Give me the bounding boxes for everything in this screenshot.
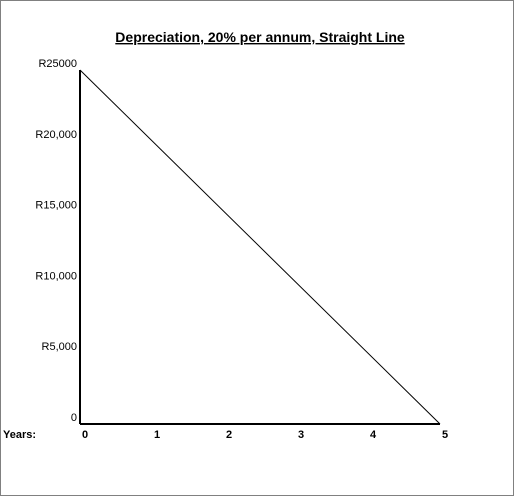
x-tick-label: 3	[298, 429, 304, 441]
y-tick-label: R5,000	[42, 341, 77, 353]
y-tick-label: R25000	[38, 58, 77, 70]
x-tick-label: 5	[442, 429, 448, 441]
chart-title: Depreciation, 20% per annum, Straight Li…	[115, 29, 405, 45]
y-axis-tick-labels: 0 R5,000 R10,000 R15,000 R20,000 R25000	[35, 58, 77, 424]
series-group	[79, 69, 441, 425]
depreciation-line	[79, 69, 441, 425]
y-tick-label: 0	[71, 412, 77, 424]
x-tick-label: 1	[154, 429, 160, 441]
x-tick-label: 0	[82, 429, 88, 441]
y-tick-label: R10,000	[35, 270, 77, 282]
y-tick-label: R15,000	[35, 200, 77, 212]
x-axis-tick-labels: 0 1 2 3 4 5	[82, 429, 448, 441]
x-axis-label: Years:	[3, 429, 36, 441]
x-tick-label: 2	[226, 429, 232, 441]
x-tick-label: 4	[370, 429, 377, 441]
y-tick-label: R20,000	[35, 129, 77, 141]
